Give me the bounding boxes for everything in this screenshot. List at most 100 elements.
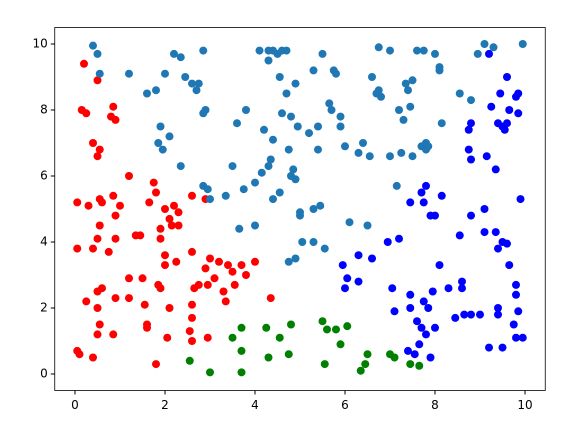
point (152, 188, 160, 197)
point (89, 353, 97, 362)
point (287, 320, 295, 329)
point (125, 274, 133, 283)
point (206, 254, 214, 263)
point (512, 290, 520, 299)
point (111, 115, 120, 124)
point (386, 152, 394, 161)
point (485, 343, 493, 352)
point (255, 46, 264, 55)
point (408, 76, 417, 85)
point (188, 313, 196, 322)
point (152, 360, 160, 369)
point (143, 323, 151, 332)
point (354, 148, 363, 157)
point (264, 162, 273, 171)
point (345, 218, 354, 227)
point (512, 333, 520, 342)
point (293, 122, 302, 131)
point (188, 247, 196, 256)
point (437, 119, 446, 128)
point (291, 254, 300, 263)
point (125, 172, 133, 180)
point (496, 89, 505, 98)
point (298, 238, 307, 246)
point (219, 287, 228, 296)
point (422, 181, 430, 190)
point (163, 333, 172, 342)
point (194, 79, 203, 88)
point (206, 368, 214, 377)
point (228, 267, 237, 276)
point (359, 139, 367, 147)
point (406, 290, 415, 299)
point (284, 145, 293, 154)
point (165, 214, 174, 223)
point (237, 323, 246, 332)
point (431, 211, 439, 220)
point (181, 73, 190, 81)
y-tick-label: 0 (40, 367, 48, 381)
point (325, 99, 334, 108)
point (428, 287, 437, 296)
point (116, 201, 124, 210)
point (503, 239, 511, 248)
point (235, 224, 244, 233)
point (498, 343, 507, 352)
point (201, 264, 210, 273)
point (368, 254, 376, 263)
point (435, 261, 444, 270)
point (397, 148, 406, 157)
point (489, 43, 498, 52)
point (251, 221, 259, 230)
point (266, 294, 275, 303)
point (390, 307, 399, 316)
point (95, 69, 104, 78)
point (284, 257, 293, 266)
point (482, 152, 491, 161)
point (95, 221, 104, 230)
point (156, 284, 165, 293)
point (419, 46, 428, 55)
point (494, 244, 502, 253)
point (408, 152, 417, 161)
point (93, 152, 102, 161)
point (260, 125, 268, 134)
point (185, 356, 194, 365)
point (210, 274, 219, 283)
y-tick-label: 4 (40, 235, 48, 249)
point (158, 145, 167, 154)
point (136, 231, 145, 240)
point (514, 307, 523, 316)
point (203, 185, 212, 194)
point (485, 49, 493, 58)
point (104, 247, 113, 256)
point (343, 274, 352, 283)
point (309, 238, 318, 246)
point (431, 49, 439, 58)
point (491, 165, 500, 174)
point (75, 350, 84, 359)
point (514, 109, 523, 118)
point (111, 294, 120, 303)
point (426, 353, 435, 362)
point (284, 350, 293, 359)
point (424, 304, 433, 312)
point (289, 165, 298, 174)
point (467, 155, 475, 164)
point (161, 205, 169, 213)
point (518, 40, 527, 48)
point (467, 310, 475, 319)
y-tick-label: 10 (32, 37, 47, 51)
point (185, 327, 194, 336)
point (404, 346, 412, 355)
point (89, 139, 97, 147)
point (406, 102, 415, 111)
point (406, 360, 415, 369)
point (233, 119, 241, 128)
point (455, 89, 464, 98)
point (413, 46, 421, 55)
y-tick-label: 2 (40, 301, 48, 315)
point (487, 102, 496, 111)
point (167, 221, 176, 230)
